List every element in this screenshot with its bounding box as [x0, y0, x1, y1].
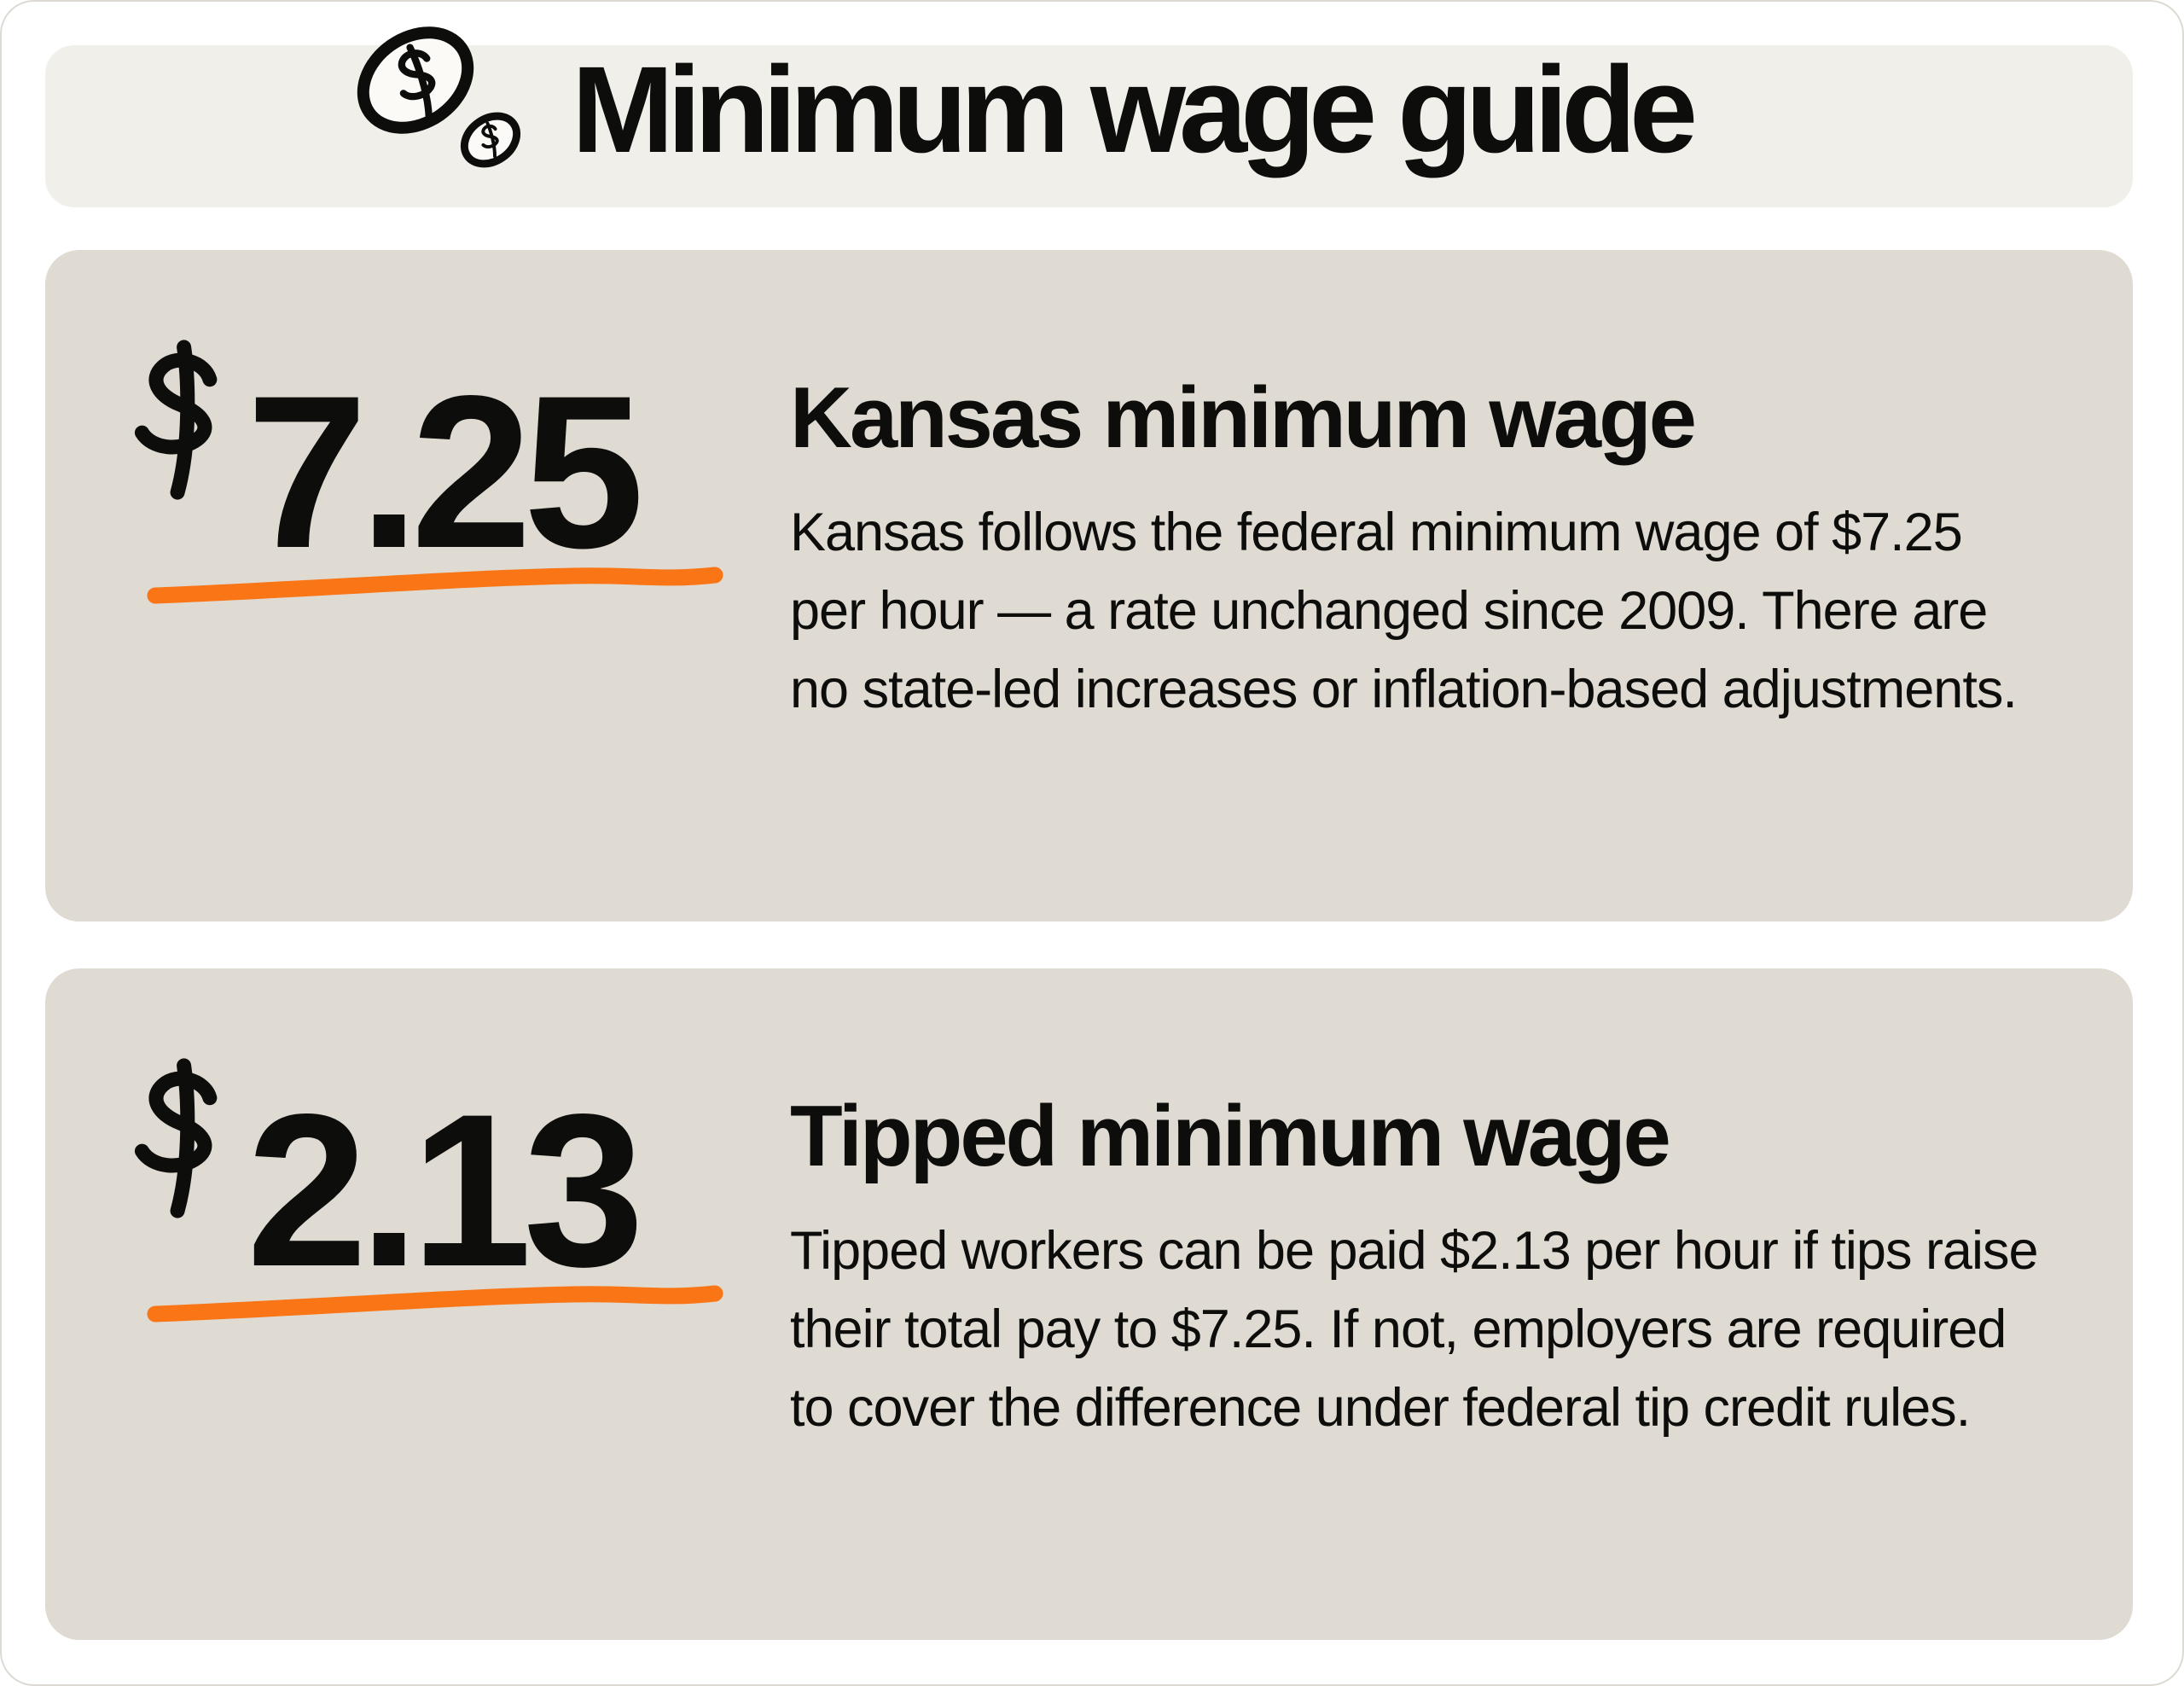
card-heading: Tipped minimum wage: [790, 1089, 1671, 1184]
card-heading: Kansas minimum wage: [790, 370, 1697, 466]
card-body-text: Tipped workers can be paid $2.13 per hou…: [790, 1221, 2039, 1438]
dollar-sign-icon: [134, 339, 223, 501]
amount-value: 2.13: [247, 1069, 644, 1312]
card-body-text: Kansas follows the federal minimum wage …: [790, 503, 2018, 719]
amount-value: 7.25: [247, 351, 644, 594]
dollar-coins-icon: [357, 26, 521, 168]
header-band: Minimum wage guide: [45, 26, 2133, 207]
card-kansas-minimum-wage: 7.25 Kansas minimum wage Kansas follows …: [45, 250, 2133, 921]
card-tipped-minimum-wage: 2.13 Tipped minimum wage Tipped workers …: [45, 968, 2133, 1640]
small-coin-icon: [460, 112, 521, 168]
large-coin-icon: [357, 26, 474, 134]
page-title: Minimum wage guide: [572, 41, 1698, 178]
orange-underline-stroke: [145, 567, 725, 604]
orange-underline-stroke: [145, 1285, 725, 1323]
dollar-sign-icon: [134, 1057, 223, 1219]
